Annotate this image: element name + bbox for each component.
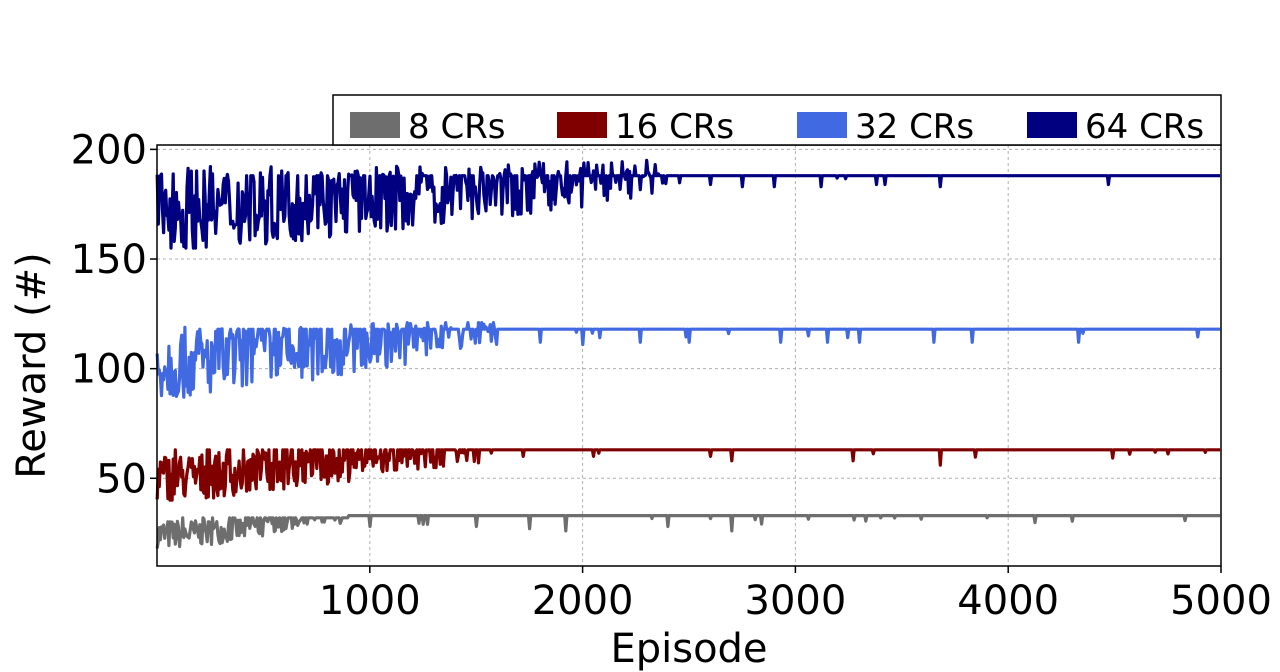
- y-axis-ticks: 50 100 150 200: [71, 127, 157, 502]
- x-tick-label: 4000: [957, 578, 1059, 624]
- y-axis-title: Reward (#): [9, 252, 55, 478]
- legend: 8 CRs 16 CRs 32 CRs 64 CRs: [332, 94, 1222, 147]
- legend-label: 8 CRs: [408, 107, 506, 147]
- x-tick-label: 2000: [532, 578, 634, 624]
- x-tick-label: 1000: [319, 578, 421, 624]
- series-line-32-crs: [155, 321, 1221, 399]
- legend-swatch: [1027, 112, 1077, 138]
- x-axis-ticks: 1000 2000 3000 4000 5000: [319, 566, 1272, 624]
- series-line-8-crs: [155, 514, 1221, 549]
- legend-swatch: [797, 112, 847, 138]
- legend-label: 16 CRs: [615, 107, 734, 147]
- y-tick-label: 150: [71, 237, 147, 283]
- legend-swatch: [557, 112, 607, 138]
- y-tick-label: 200: [71, 127, 147, 173]
- series-layer: [155, 158, 1221, 549]
- y-tick-label: 100: [71, 347, 147, 393]
- series-line-16-crs: [155, 448, 1221, 502]
- x-tick-label: 5000: [1170, 578, 1272, 624]
- legend-swatch: [350, 112, 400, 138]
- x-tick-label: 3000: [745, 578, 847, 624]
- legend-label: 32 CRs: [855, 107, 974, 147]
- series-line-64-crs: [155, 158, 1221, 250]
- y-tick-label: 50: [96, 456, 147, 502]
- x-axis-title: Episode: [610, 626, 767, 672]
- legend-label: 64 CRs: [1085, 107, 1204, 147]
